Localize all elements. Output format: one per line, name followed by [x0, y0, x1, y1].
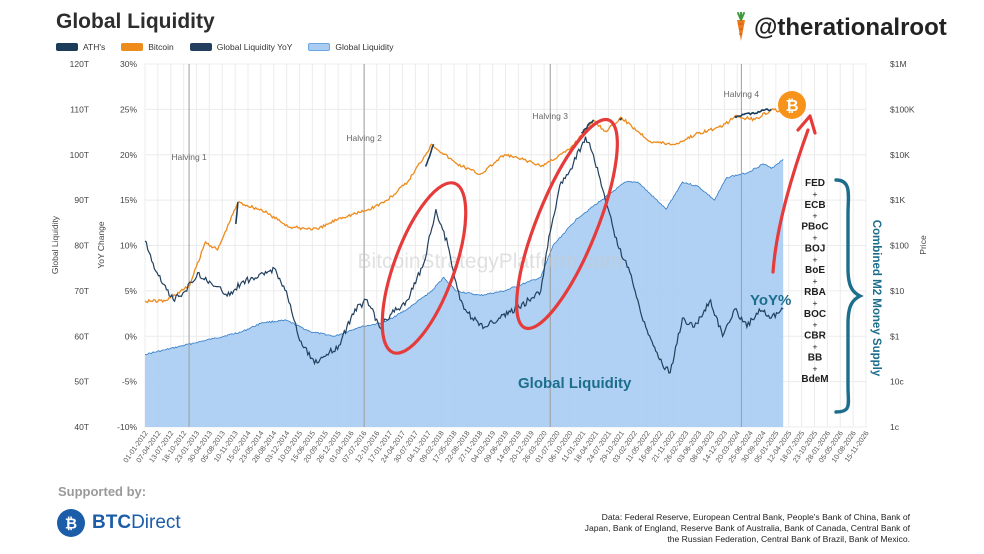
bitcoin-badge-icon [778, 91, 806, 119]
series-ath-segment [581, 119, 595, 134]
legend-item-yoy: Global Liquidity YoY [189, 42, 293, 52]
btc-direct-logo-icon: ₿ [57, 509, 85, 537]
central-bank-label: BB [808, 352, 822, 363]
y-tick-label-liquidity: 120T [70, 59, 89, 69]
halving-label: Halving 2 [346, 133, 382, 143]
legend-swatch [56, 43, 78, 51]
y-tick-label-yoy: 25% [120, 104, 137, 114]
series-bitcoin-line [144, 107, 784, 304]
annotation-combined-m2: Combined M2 Money Supply [870, 220, 882, 377]
trend-arrow-shaft [771, 128, 810, 274]
series-ath-segment [424, 143, 435, 167]
legend-label: Bitcoin [148, 42, 174, 52]
y-tick-label-price: $1K [890, 195, 905, 205]
y-tick-label-yoy: 30% [120, 59, 137, 69]
y-tick-label-price: $100K [890, 104, 915, 114]
chart-canvas: 01-01-201207-04-201213-07-201218-10-2012… [50, 59, 928, 464]
central-bank-separator: + [813, 233, 818, 243]
chart-legend: ATH's Bitcoin Global Liquidity YoY Globa… [56, 40, 410, 54]
y-tick-label-yoy: 5% [125, 286, 138, 296]
central-bank-separator: + [813, 298, 818, 308]
data-source-note: Data: Federal Reserve, European Central … [584, 512, 910, 544]
bitcoin-symbol-icon: ₿ [785, 96, 798, 115]
central-bank-label: CBR [804, 331, 826, 342]
highlight-ellipse-2017 [380, 181, 468, 355]
series-ath-segment [734, 108, 772, 119]
y-axis-label-price: Price [918, 235, 928, 255]
y-tick-label-liquidity: 60T [74, 331, 89, 341]
y-tick-label-liquidity: 50T [74, 377, 89, 387]
y-tick-label-price: 10c [890, 377, 904, 387]
y-tick-label-price: $10K [890, 150, 910, 160]
trend-arrow-head [796, 114, 817, 135]
y-tick-label-price: $10 [890, 286, 904, 296]
series-global-liquidity-area [145, 159, 784, 428]
legend-swatch [189, 43, 212, 51]
y-tick-label-liquidity: 40T [74, 422, 89, 432]
annotation-yoy: YoY% [750, 292, 791, 309]
y-tick-label-price: $1M [890, 59, 907, 69]
carrot-icon [737, 12, 745, 41]
y-tick-label-liquidity: 90T [74, 195, 89, 205]
legend-label: Global Liquidity YoY [216, 42, 293, 52]
y-tick-label-yoy: 20% [120, 150, 137, 160]
central-bank-label: RBA [804, 287, 826, 298]
legend-item-liquidity: Global Liquidity [308, 42, 394, 52]
legend-label: ATH's [83, 42, 106, 52]
svg-text:₿: ₿ [65, 515, 77, 533]
y-tick-label-price: $100 [890, 241, 909, 251]
series-yoy-line [144, 136, 784, 374]
supported-by-label: Supported by: [58, 484, 147, 499]
central-bank-label: BoE [805, 265, 825, 276]
central-bank-separator: + [813, 254, 818, 264]
central-bank-separator: + [813, 189, 818, 199]
btc-direct-name: BTCDirect [92, 512, 181, 534]
y-tick-label-yoy: 15% [120, 195, 137, 205]
series-ath-segment [619, 117, 623, 121]
halving-label: Halving 3 [533, 111, 569, 121]
central-bank-label: BOC [804, 309, 826, 320]
legend-swatch [308, 43, 331, 51]
watermark-text: BitcoinStrategyPlatform.com [358, 250, 623, 273]
author-handle: @therationalroot [754, 14, 947, 41]
halving-label: Halving 4 [724, 89, 760, 99]
y-tick-label-liquidity: 100T [70, 150, 89, 160]
y-axis-label-liquidity: Global Liquidity [50, 215, 60, 274]
brand-prefix: BTC [92, 512, 132, 533]
series-global-liquidity-line [144, 159, 784, 356]
y-tick-label-liquidity: 70T [74, 286, 89, 296]
y-tick-label-yoy: 10% [120, 241, 137, 251]
central-bank-separator: + [813, 342, 818, 352]
central-bank-label: PBoC [801, 222, 828, 233]
central-bank-label: FED [805, 178, 825, 189]
halving-label: Halving 1 [171, 152, 207, 162]
y-axis-label-yoy: YoY Change [96, 221, 106, 269]
central-bank-label: BOJ [805, 243, 826, 254]
curly-brace [834, 178, 864, 414]
central-bank-separator: + [813, 363, 818, 373]
legend-item-aths: ATH's [56, 42, 105, 52]
series-ath-segment [235, 202, 239, 224]
central-bank-label: BdeM [801, 374, 828, 385]
central-bank-separator: + [813, 320, 818, 330]
chart-title: Global Liquidity [56, 10, 215, 33]
central-bank-label: ECB [804, 200, 825, 211]
legend-item-bitcoin: Bitcoin [121, 42, 174, 52]
legend-label: Global Liquidity [335, 42, 394, 52]
y-tick-label-price: $1 [890, 331, 900, 341]
y-tick-label-liquidity: 80T [74, 241, 89, 251]
y-tick-label-liquidity: 110T [70, 104, 89, 114]
y-tick-label-yoy: 0% [125, 331, 138, 341]
central-bank-separator: + [813, 276, 818, 286]
legend-swatch [121, 43, 144, 51]
brand-suffix: Direct [131, 512, 181, 533]
highlight-ellipse-2021 [515, 117, 619, 331]
annotation-global-liquidity: Global Liquidity [518, 375, 632, 392]
central-bank-separator: + [813, 211, 818, 221]
y-tick-label-price: 1c [890, 422, 900, 432]
y-tick-label-yoy: -10% [117, 422, 137, 432]
y-tick-label-yoy: -5% [122, 377, 138, 387]
